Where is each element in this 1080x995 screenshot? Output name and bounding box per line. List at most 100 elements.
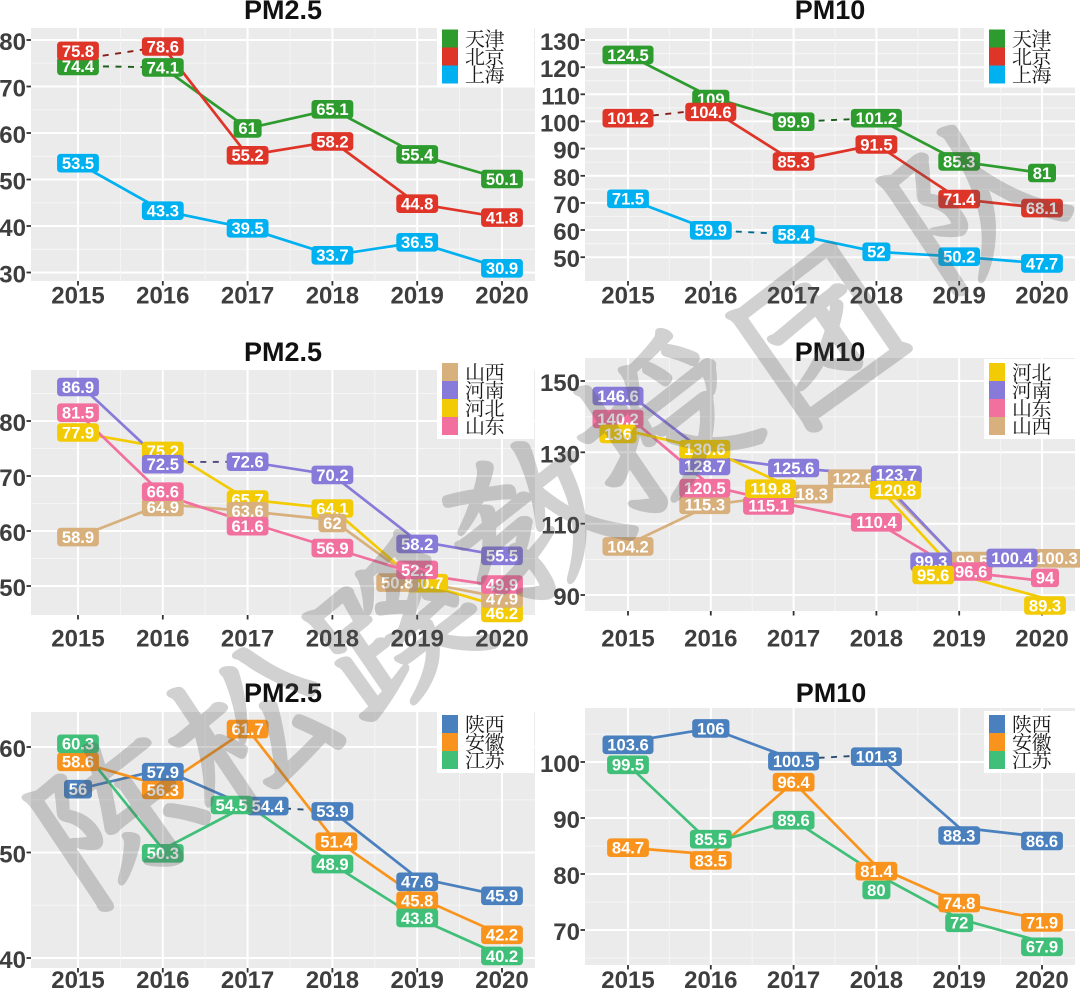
svg-text:90: 90 <box>553 138 580 165</box>
svg-text:80: 80 <box>0 410 26 437</box>
svg-text:80: 80 <box>553 863 580 890</box>
svg-text:2017: 2017 <box>767 626 820 653</box>
svg-text:40.2: 40.2 <box>486 947 518 966</box>
svg-text:59.9: 59.9 <box>695 221 727 240</box>
svg-text:120.8: 120.8 <box>875 481 917 500</box>
svg-text:74.8: 74.8 <box>943 894 975 913</box>
svg-text:100: 100 <box>540 110 580 137</box>
svg-text:100: 100 <box>540 751 580 778</box>
svg-text:58.9: 58.9 <box>62 528 94 547</box>
svg-text:44.8: 44.8 <box>401 195 433 214</box>
svg-text:PM10: PM10 <box>795 0 866 25</box>
svg-text:43.8: 43.8 <box>401 909 433 928</box>
svg-text:2015: 2015 <box>601 967 654 990</box>
svg-text:89.6: 89.6 <box>777 811 809 830</box>
svg-text:85.5: 85.5 <box>695 830 727 849</box>
svg-text:2017: 2017 <box>221 283 274 310</box>
svg-text:2016: 2016 <box>684 626 737 653</box>
svg-text:2018: 2018 <box>306 283 359 310</box>
svg-text:104.6: 104.6 <box>690 103 732 122</box>
svg-text:65.1: 65.1 <box>316 100 348 119</box>
svg-text:62: 62 <box>323 514 341 533</box>
svg-text:PM2.5: PM2.5 <box>244 0 322 25</box>
svg-text:81.5: 81.5 <box>62 404 94 423</box>
svg-text:81.4: 81.4 <box>860 862 893 881</box>
svg-text:70: 70 <box>0 76 26 103</box>
svg-text:70: 70 <box>553 919 580 946</box>
svg-text:2020: 2020 <box>1015 283 1068 310</box>
svg-text:115.1: 115.1 <box>748 496 789 515</box>
svg-text:2018: 2018 <box>850 967 903 990</box>
svg-text:50: 50 <box>0 842 26 869</box>
svg-text:50.1: 50.1 <box>486 170 518 189</box>
svg-text:2015: 2015 <box>601 626 654 653</box>
svg-text:2015: 2015 <box>51 967 104 990</box>
svg-text:119.8: 119.8 <box>750 480 791 499</box>
svg-text:84.7: 84.7 <box>612 839 644 858</box>
svg-text:115.3: 115.3 <box>684 496 725 515</box>
svg-text:41.8: 41.8 <box>486 209 518 228</box>
svg-text:2017: 2017 <box>767 967 820 990</box>
svg-text:2020: 2020 <box>1015 967 1068 990</box>
svg-text:53.5: 53.5 <box>62 154 94 173</box>
svg-text:124.5: 124.5 <box>607 46 649 65</box>
svg-text:99.9: 99.9 <box>777 113 809 132</box>
svg-text:101.3: 101.3 <box>856 748 898 767</box>
svg-text:130: 130 <box>540 29 580 56</box>
svg-text:106: 106 <box>697 719 725 738</box>
svg-text:2016: 2016 <box>684 967 737 990</box>
svg-text:2019: 2019 <box>933 626 986 653</box>
svg-text:2016: 2016 <box>136 283 189 310</box>
svg-text:78.6: 78.6 <box>147 37 179 56</box>
svg-text:40: 40 <box>0 215 26 242</box>
svg-text:33.7: 33.7 <box>316 246 348 265</box>
svg-text:72: 72 <box>950 914 968 933</box>
svg-text:110: 110 <box>541 83 580 110</box>
svg-text:56.9: 56.9 <box>316 539 348 558</box>
svg-text:2020: 2020 <box>1015 626 1068 653</box>
svg-text:72.6: 72.6 <box>231 453 263 472</box>
svg-text:2019: 2019 <box>933 967 986 990</box>
svg-text:96.4: 96.4 <box>777 773 810 792</box>
svg-text:101.2: 101.2 <box>856 109 898 128</box>
svg-text:99.5: 99.5 <box>612 756 644 775</box>
svg-text:86.9: 86.9 <box>62 378 94 397</box>
svg-text:58.4: 58.4 <box>777 225 810 244</box>
svg-text:60: 60 <box>0 520 26 547</box>
svg-text:81: 81 <box>1033 164 1051 183</box>
svg-text:75.8: 75.8 <box>62 42 94 61</box>
svg-text:120: 120 <box>540 56 580 83</box>
svg-text:36.5: 36.5 <box>401 233 433 252</box>
svg-text:80: 80 <box>0 29 26 56</box>
svg-text:60: 60 <box>0 736 26 763</box>
svg-text:2018: 2018 <box>850 626 903 653</box>
svg-text:103.6: 103.6 <box>607 736 649 755</box>
svg-text:70: 70 <box>553 192 580 219</box>
svg-text:PM2.5: PM2.5 <box>244 337 322 367</box>
svg-text:88.3: 88.3 <box>943 826 975 845</box>
svg-text:47.7: 47.7 <box>1026 254 1058 273</box>
svg-text:2016: 2016 <box>136 967 189 990</box>
svg-text:71.5: 71.5 <box>612 190 644 209</box>
svg-text:30.9: 30.9 <box>486 259 518 278</box>
svg-text:80: 80 <box>867 881 885 900</box>
svg-text:55.4: 55.4 <box>401 145 434 164</box>
svg-text:80: 80 <box>553 165 580 192</box>
svg-text:55.2: 55.2 <box>231 146 263 165</box>
svg-text:2015: 2015 <box>51 283 104 310</box>
svg-text:2016: 2016 <box>136 626 189 653</box>
svg-text:PM10: PM10 <box>796 678 867 708</box>
svg-text:2020: 2020 <box>475 967 528 990</box>
svg-text:100.4: 100.4 <box>991 549 1033 568</box>
svg-text:85.3: 85.3 <box>777 152 809 171</box>
svg-text:125.6: 125.6 <box>773 459 815 478</box>
svg-text:90: 90 <box>553 584 580 611</box>
svg-text:2018: 2018 <box>306 967 359 990</box>
svg-text:30: 30 <box>0 262 26 289</box>
svg-text:48.9: 48.9 <box>316 855 348 874</box>
svg-text:61.6: 61.6 <box>231 517 263 536</box>
svg-text:47.6: 47.6 <box>401 873 433 892</box>
svg-text:110.4: 110.4 <box>856 513 897 532</box>
svg-text:122.6: 122.6 <box>833 470 875 489</box>
svg-text:39.5: 39.5 <box>231 219 263 238</box>
